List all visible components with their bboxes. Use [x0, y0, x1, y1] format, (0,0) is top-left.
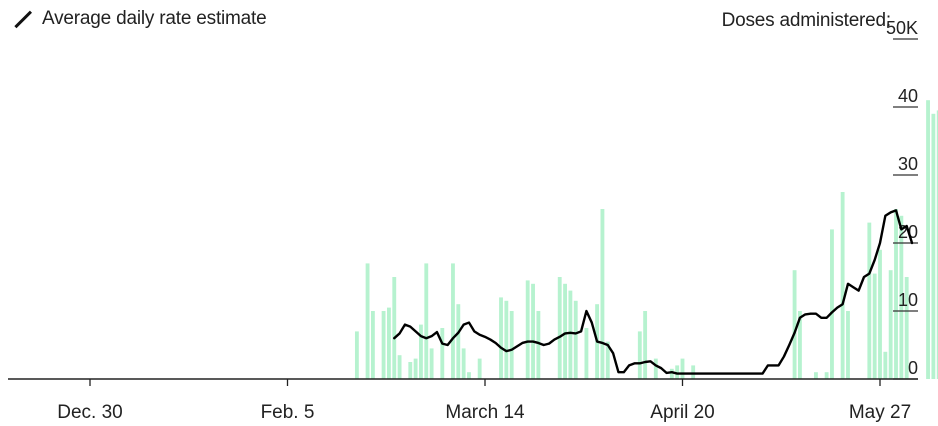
- bar-day-158: [931, 113, 936, 380]
- bar-day-109: [669, 368, 674, 379]
- bar-day-57: [392, 277, 397, 379]
- x-tick-label-3: April 20: [650, 402, 714, 423]
- bar-day-50: [354, 331, 359, 379]
- bar-day-106: [653, 358, 658, 379]
- bar-day-149: [883, 351, 888, 379]
- bar-day-148: [878, 249, 882, 379]
- bar-day-53: [370, 311, 375, 379]
- bar-day-141: [840, 192, 845, 379]
- bar-day-68: [451, 263, 455, 379]
- series-line-average: [393, 209, 914, 375]
- bar-day-66: [440, 328, 445, 379]
- bar-day-82: [525, 280, 530, 379]
- bar-day-152: [899, 215, 904, 379]
- y-tick-label-5: 50K: [886, 18, 918, 38]
- bar-day-77: [499, 297, 503, 379]
- x-tick-label-0: Dec. 30: [57, 402, 122, 423]
- bar-day-55: [381, 311, 386, 379]
- bar-day-73: [477, 358, 482, 379]
- bar-day-111: [680, 358, 685, 379]
- bar-day-79: [509, 311, 514, 379]
- bar-day-153: [904, 277, 909, 379]
- bar-day-104: [643, 311, 648, 379]
- bar-day-142: [846, 311, 850, 379]
- bar-day-84: [536, 311, 541, 379]
- bar-day-83: [531, 283, 535, 379]
- y-tick-label-0: 0: [908, 358, 918, 378]
- bar-day-113: [691, 365, 696, 379]
- bar-day-61: [413, 358, 418, 379]
- bar-day-88: [557, 277, 562, 379]
- legend: Average daily rate estimate: [12, 8, 267, 30]
- bar-day-78: [504, 300, 509, 379]
- bar-day-151: [894, 209, 898, 379]
- bar-day-96: [600, 209, 605, 379]
- bar-day-150: [888, 270, 893, 379]
- bar-day-91: [573, 300, 578, 379]
- bar-day-157: [926, 100, 930, 379]
- bar-day-70: [461, 348, 466, 379]
- x-tick-label-2: March 14: [445, 402, 525, 423]
- y-tick-label-1: 10: [898, 290, 918, 310]
- bar-day-147: [872, 273, 877, 379]
- bar-day-69: [456, 304, 461, 379]
- bar-day-71: [467, 372, 471, 379]
- bar-day-139: [830, 229, 834, 379]
- bar-day-132: [792, 270, 797, 379]
- bar-day-63: [424, 263, 429, 379]
- bar-day-90: [568, 290, 573, 379]
- bar-day-136: [814, 372, 818, 379]
- bar-day-60: [408, 362, 413, 379]
- bar-day-138: [824, 372, 829, 379]
- bar-day-133: [798, 311, 802, 379]
- bar-day-146: [867, 222, 872, 379]
- bar-day-110: [675, 365, 680, 379]
- bar-day-97: [605, 341, 610, 379]
- y-tick-label-3: 30: [898, 154, 918, 174]
- bar-day-89: [563, 283, 567, 379]
- legend-label: Average daily rate estimate: [42, 8, 267, 29]
- x-tick-label-4: May 27: [849, 402, 911, 423]
- bar-day-103: [637, 331, 642, 379]
- bar-day-52: [365, 263, 370, 379]
- bar-day-159: [936, 110, 938, 380]
- y-tick-label-4: 40: [898, 86, 918, 106]
- y-axis-title: Doses administered:: [721, 10, 892, 31]
- bar-day-58: [397, 355, 402, 379]
- bar-day-93: [584, 328, 589, 379]
- bar-day-64: [429, 348, 434, 379]
- bar-day-56: [387, 307, 391, 379]
- x-tick-label-1: Feb. 5: [261, 402, 315, 423]
- bar-day-62: [419, 324, 423, 379]
